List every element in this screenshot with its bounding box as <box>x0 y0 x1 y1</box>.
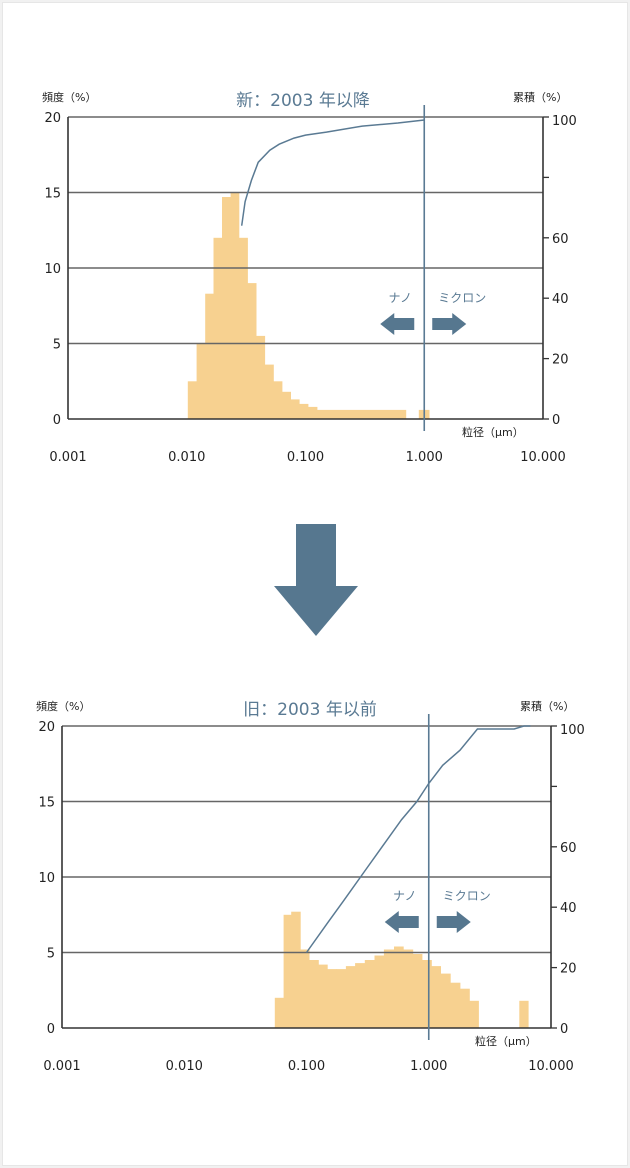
y-tick-label-right: 0 <box>552 413 560 428</box>
y-tick-label-right: 60 <box>552 232 569 247</box>
y-tick-label-left: 10 <box>44 262 61 277</box>
histogram-bar <box>247 283 257 419</box>
histogram-bar <box>460 988 470 1028</box>
x-tick-label: 0.001 <box>49 450 86 465</box>
histogram-bar <box>336 969 347 1028</box>
histogram-bar <box>469 1000 479 1028</box>
histogram-bar <box>412 954 423 1028</box>
down-arrow-icon <box>274 524 358 636</box>
right-arrow-icon <box>436 911 471 933</box>
histogram-bar <box>300 949 310 1028</box>
x-tick-label: 1.000 <box>406 450 443 465</box>
histogram-bar <box>403 949 414 1028</box>
histogram-bar <box>213 237 223 419</box>
y-tick-label-left: 15 <box>38 796 55 811</box>
histogram-bar <box>274 997 285 1028</box>
histogram-bar <box>187 381 197 420</box>
histogram-bar <box>450 982 461 1028</box>
y-tick-label-left: 20 <box>38 720 55 735</box>
x-tick-label: 1.000 <box>410 1059 447 1074</box>
x-tick-label: 10.000 <box>520 450 566 465</box>
histogram-bar <box>318 964 328 1028</box>
y-tick-label-right: 100 <box>552 114 577 129</box>
histogram-bar <box>196 343 206 419</box>
histogram-bar <box>374 955 385 1028</box>
histogram-bar <box>282 391 291 419</box>
histogram-bar <box>299 403 309 419</box>
y-tick-label-left: 5 <box>47 947 55 962</box>
x-axis-label: 粒径（μm） <box>475 1034 537 1048</box>
x-tick-label: 0.100 <box>287 450 324 465</box>
y-tick-label-right: 40 <box>552 292 569 307</box>
right-axis-label: 累積（%） <box>513 90 567 104</box>
histogram-bar <box>222 197 231 419</box>
histogram-bar <box>291 911 301 1028</box>
y-tick-label-right: 40 <box>560 901 577 916</box>
y-tick-label-left: 0 <box>47 1022 55 1037</box>
nano-label: ナノ <box>389 291 412 305</box>
histogram-bar <box>290 399 300 419</box>
y-tick-label-right: 100 <box>560 723 585 738</box>
left-axis-label: 頻度（%） <box>42 90 96 104</box>
histogram-bar <box>327 969 337 1028</box>
histogram-bar <box>308 406 318 419</box>
histogram-bar <box>283 914 292 1029</box>
y-tick-label-left: 20 <box>44 111 61 126</box>
right-axis-label: 累積（%） <box>520 699 574 713</box>
x-axis-label: 粒径（μm） <box>462 425 524 439</box>
histogram-bar <box>256 335 266 419</box>
histogram-bar <box>238 237 248 419</box>
micron-label: ミクロン <box>438 291 486 305</box>
chart-title: 旧：2003 年以前 <box>243 700 377 720</box>
y-tick-label-left: 10 <box>38 871 55 886</box>
left-axis-label: 頻度（%） <box>36 699 90 713</box>
histogram-bar <box>383 949 395 1028</box>
x-tick-label: 10.000 <box>528 1059 574 1074</box>
histogram-bar <box>519 1000 529 1028</box>
histogram-bar <box>309 960 319 1028</box>
histogram-bar <box>431 966 441 1028</box>
y-tick-label-left: 0 <box>53 413 61 428</box>
y-tick-label-right: 60 <box>560 841 577 856</box>
histogram-bar <box>440 973 451 1028</box>
left-arrow-icon <box>380 313 415 335</box>
y-tick-label-right: 0 <box>560 1022 568 1037</box>
chart-title: 新：2003 年以降 <box>236 91 370 111</box>
x-tick-label: 0.010 <box>168 450 205 465</box>
y-tick-label-left: 15 <box>44 187 61 202</box>
micron-label: ミクロン <box>443 889 491 903</box>
right-arrow-icon <box>432 313 467 335</box>
histogram-bar <box>355 963 366 1028</box>
cumulative-line <box>240 119 425 226</box>
y-tick-label-right: 20 <box>560 962 577 977</box>
cumulative-line <box>305 725 531 953</box>
histogram-bar <box>364 960 375 1028</box>
y-tick-label-left: 5 <box>53 338 61 353</box>
histogram-bar <box>205 293 214 419</box>
histogram-bar <box>273 381 283 420</box>
histogram-bar <box>422 960 432 1028</box>
histogram-bar <box>394 946 404 1028</box>
histogram-bar <box>264 364 274 419</box>
histogram-bar <box>345 966 356 1028</box>
x-tick-label: 0.001 <box>43 1059 80 1074</box>
histogram-bar <box>230 192 240 419</box>
y-tick-label-right: 20 <box>552 353 569 368</box>
histogram-bar <box>317 409 407 419</box>
x-tick-label: 0.010 <box>166 1059 203 1074</box>
x-tick-label: 0.100 <box>288 1059 325 1074</box>
nano-label: ナノ <box>393 889 416 903</box>
left-arrow-icon <box>384 911 419 933</box>
